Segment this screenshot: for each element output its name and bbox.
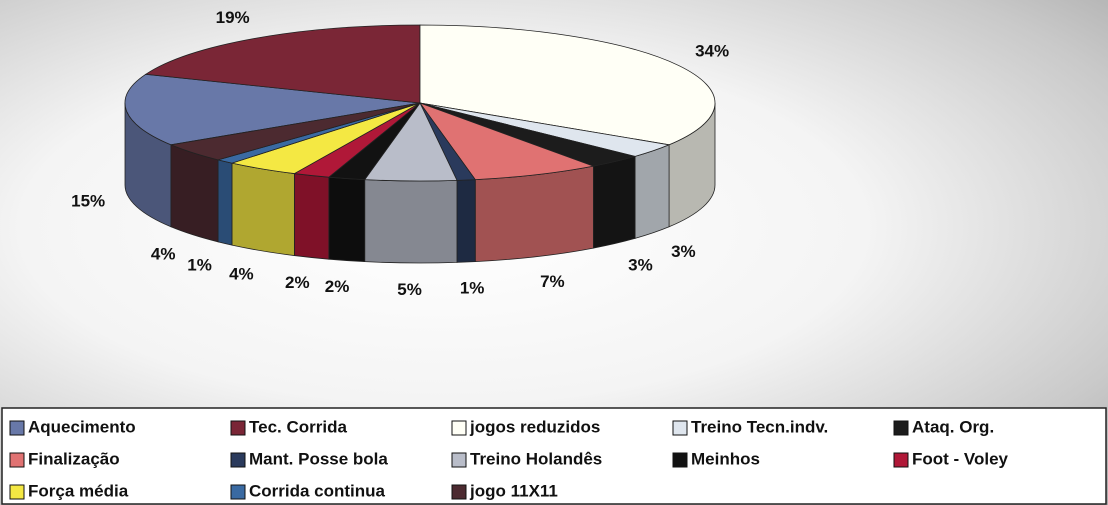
legend-label: Treino Tecn.indv. [691,417,828,436]
slice [124,73,421,146]
legend-label: Força média [28,481,129,500]
slice-side [293,173,330,260]
legend-swatch [230,452,246,468]
legend-swatch [9,484,25,500]
legend-label: Aquecimento [28,417,136,436]
slice-side [231,162,295,257]
legend-label: Finalização [28,449,120,468]
data-label: 3% [671,242,696,261]
legend-label: jogos reduzidos [469,417,600,436]
slice [419,24,716,146]
legend-label: Ataq. Org. [912,417,994,436]
data-label: 34% [695,42,729,61]
slice [144,24,421,104]
data-label: 3% [628,256,653,275]
legend-swatch [451,484,467,500]
legend-swatch [672,420,688,436]
slice-side [456,179,476,263]
data-label: 15% [71,192,105,211]
slice-side [328,176,366,263]
slice-side [474,165,594,263]
legend-swatch [9,452,25,468]
legend-label: jogo 11X11 [469,481,558,500]
legend-label: Treino Holandês [470,449,602,468]
pie-tops [124,24,716,182]
legend-swatch [230,484,246,500]
data-label: 4% [151,245,176,264]
legend-box [1,407,1107,505]
slice-side [634,144,670,239]
slice-side [170,144,219,243]
legend-swatch [893,420,909,436]
legend-swatch [893,452,909,468]
legend-label: Foot - Voley [912,449,1009,468]
data-label: 5% [397,280,422,299]
data-label: 1% [460,279,485,298]
data-label: 1% [187,256,212,275]
legend-label: Corrida continua [249,481,386,500]
legend-swatch [451,452,467,468]
data-label: 2% [285,273,310,292]
legend-label: Tec. Corrida [249,417,347,436]
legend-swatch [230,420,246,436]
legend-swatch [9,420,25,436]
pie-sides [124,102,716,264]
data-label: 2% [325,277,350,296]
data-label: 4% [229,265,254,284]
slice-side [217,159,233,246]
legend-label: Mant. Posse bola [249,449,388,468]
data-label: 7% [540,272,565,291]
slice-side [592,155,636,249]
slice [418,102,595,181]
legend-swatch [451,420,467,436]
legend-label: Meinhos [691,449,760,468]
slice-side [364,179,458,264]
data-label: 19% [216,8,250,27]
legend-swatch [672,452,688,468]
slice [169,102,421,161]
